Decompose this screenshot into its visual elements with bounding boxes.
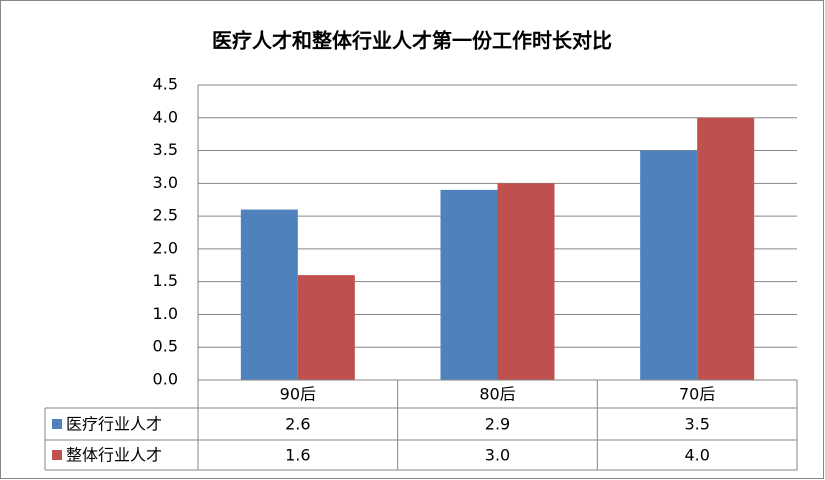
- y-tick-label: 3.5: [153, 140, 178, 159]
- y-tick-label: 0.0: [153, 370, 178, 389]
- y-tick-label: 3.0: [153, 173, 178, 192]
- x-tick-label: 90后: [280, 385, 316, 404]
- y-tick-label: 1.0: [153, 304, 178, 323]
- table-value: 3.5: [684, 415, 709, 434]
- bar: [297, 275, 355, 380]
- y-tick-label: 0.5: [153, 337, 178, 356]
- y-tick-label: 4.0: [153, 107, 178, 126]
- y-tick-label: 2.5: [153, 206, 178, 225]
- bar: [497, 183, 555, 380]
- table-value: 2.9: [485, 415, 510, 434]
- y-tick-label: 1.5: [153, 271, 178, 290]
- table-value: 4.0: [684, 446, 709, 465]
- y-tick-label: 4.5: [153, 75, 178, 94]
- legend-label: 整体行业人才: [66, 446, 162, 465]
- x-tick-label: 70后: [679, 385, 715, 404]
- legend-swatch: [52, 450, 62, 460]
- table-value: 3.0: [485, 446, 510, 465]
- bar: [440, 189, 498, 380]
- chart-title: 医疗人才和整体行业人才第一份工作时长对比: [212, 29, 612, 53]
- bar: [697, 117, 755, 381]
- legend-label: 医疗行业人才: [66, 415, 162, 434]
- y-tick-label: 2.0: [153, 238, 178, 257]
- x-tick-label: 80后: [479, 385, 515, 404]
- bar: [640, 150, 698, 380]
- table-value: 1.6: [285, 446, 310, 465]
- legend-swatch: [52, 419, 62, 429]
- table-value: 2.6: [285, 415, 310, 434]
- bar: [240, 209, 298, 380]
